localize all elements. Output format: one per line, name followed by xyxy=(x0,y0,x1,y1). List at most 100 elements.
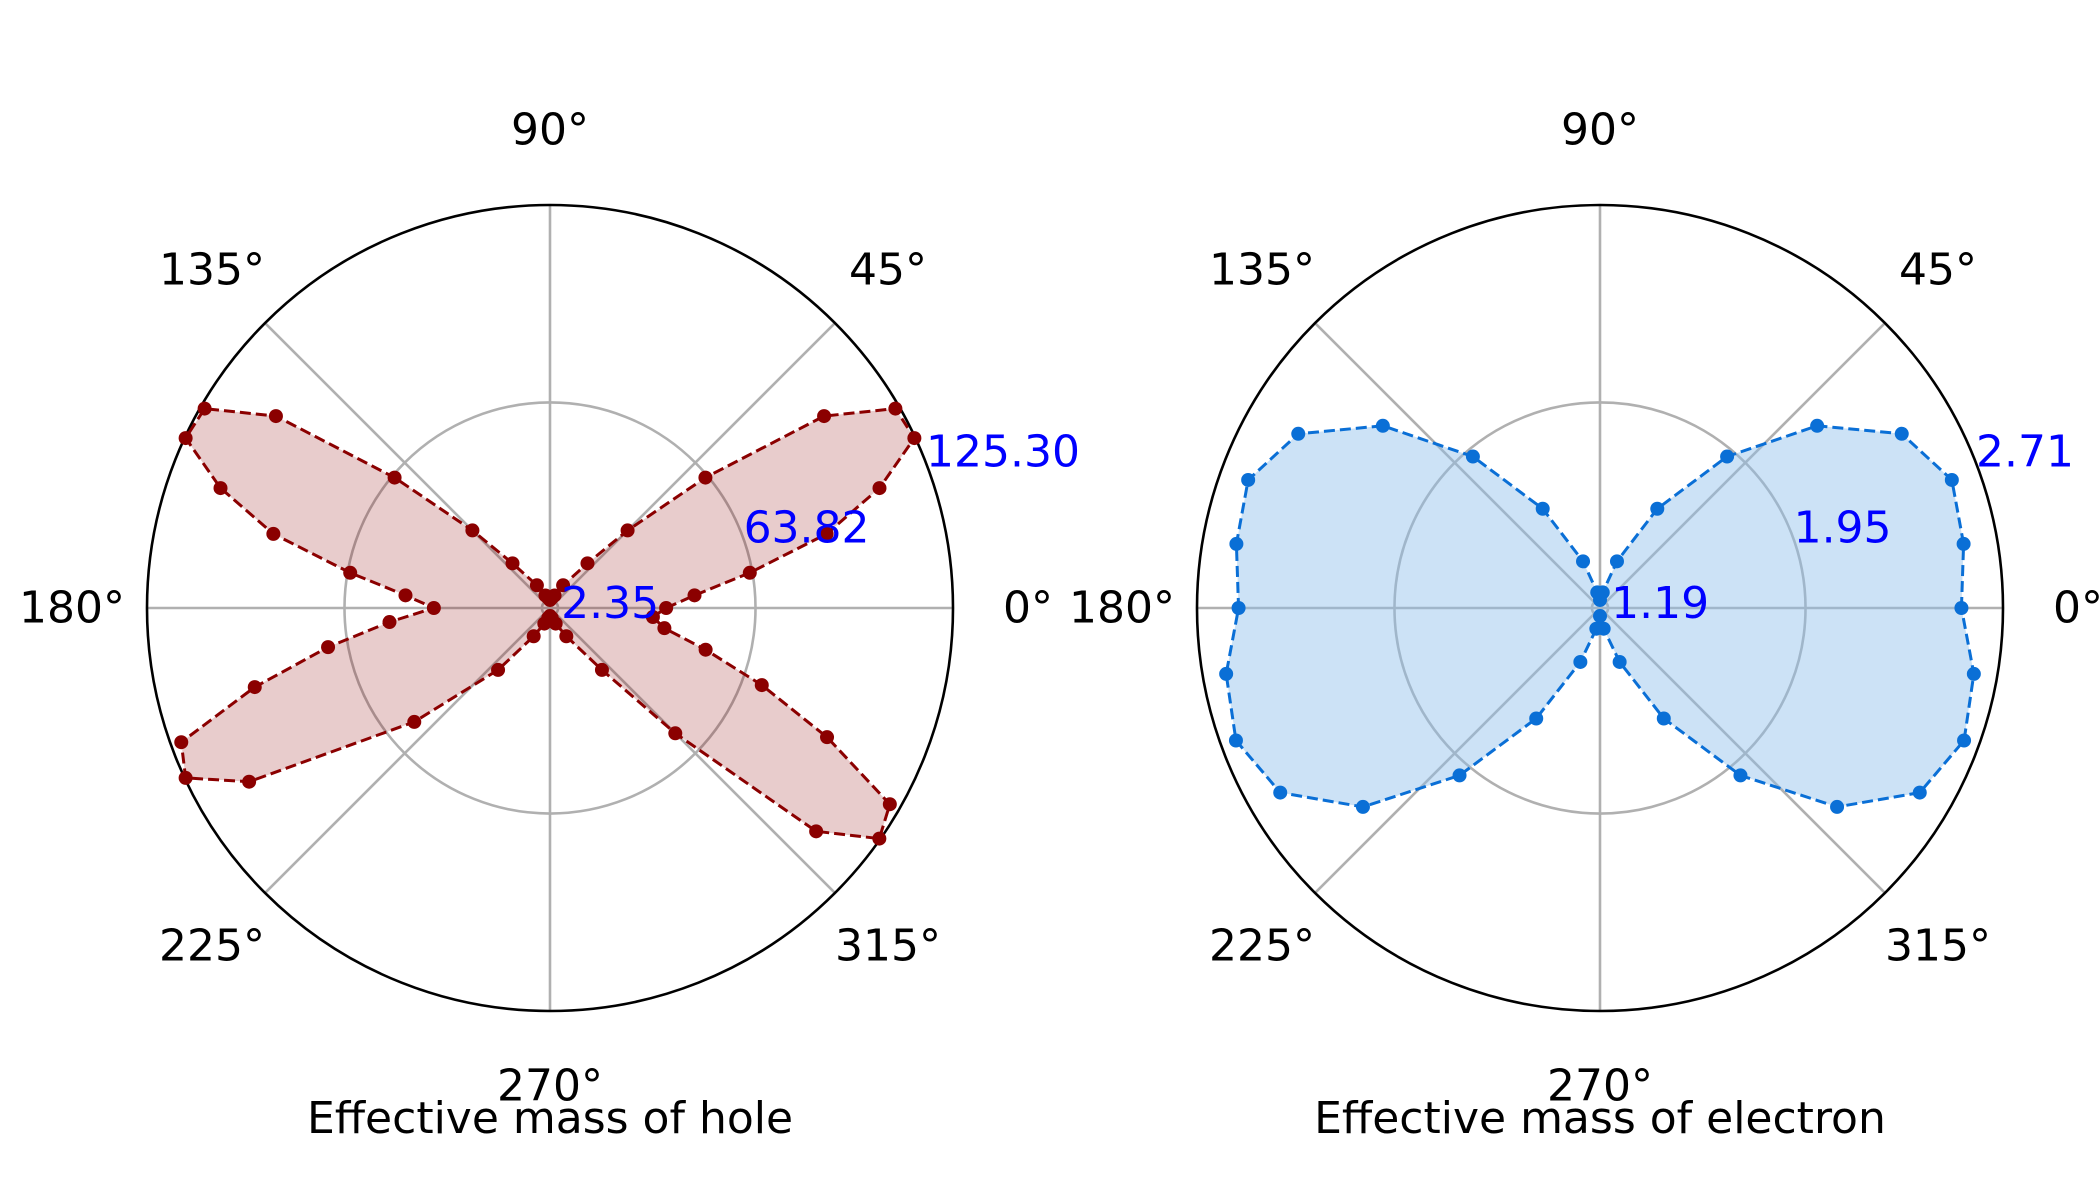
data-point xyxy=(1535,501,1550,516)
data-point xyxy=(266,526,281,541)
radial-tick-label: 2.35 xyxy=(561,578,659,629)
data-point xyxy=(1656,711,1671,726)
radial-tick-label: 63.82 xyxy=(744,502,870,553)
data-point xyxy=(465,523,480,538)
data-point xyxy=(407,714,422,729)
data-point xyxy=(529,578,544,593)
data-point xyxy=(1596,621,1611,636)
data-point xyxy=(698,642,713,657)
angle-tick-label: 270° xyxy=(497,1061,603,1112)
data-point xyxy=(398,588,413,603)
data-point xyxy=(321,640,336,655)
data-point xyxy=(1957,733,1972,748)
angle-tick-label: 90° xyxy=(511,105,589,156)
angle-gridline xyxy=(1314,322,1601,609)
data-point xyxy=(178,770,193,785)
radial-gridline xyxy=(1393,401,1807,815)
data-point xyxy=(197,401,212,416)
angle-tick-label: 0° xyxy=(2053,583,2100,634)
data-point xyxy=(1720,449,1735,464)
radial-tick-label: 2.71 xyxy=(1976,427,2074,478)
data-point xyxy=(819,526,834,541)
polar-frame xyxy=(1195,203,2005,1013)
data-point xyxy=(174,735,189,750)
angle-tick-label: 90° xyxy=(1561,105,1639,156)
data-point xyxy=(1355,799,1370,814)
data-point xyxy=(1590,585,1605,600)
data-point xyxy=(526,629,541,644)
data-point xyxy=(538,588,553,603)
data-point xyxy=(594,662,609,677)
data-point xyxy=(698,470,713,485)
angle-tick-label: 270° xyxy=(1547,1061,1653,1112)
data-point xyxy=(1231,601,1246,615)
data-point xyxy=(1273,785,1288,800)
data-point xyxy=(1830,799,1845,814)
data-point xyxy=(754,678,769,693)
data-point xyxy=(1291,426,1306,441)
data-point xyxy=(809,824,824,839)
data-point xyxy=(1529,711,1544,726)
angle-tick-label: 135° xyxy=(159,245,265,296)
data-point xyxy=(668,726,683,741)
data-point xyxy=(1810,418,1825,433)
data-point xyxy=(505,556,520,571)
data-point xyxy=(1452,768,1467,783)
radial-tick-label: 1.19 xyxy=(1611,578,1709,629)
data-point xyxy=(1966,666,1981,681)
data-point xyxy=(659,601,674,615)
data-point xyxy=(907,431,922,446)
data-point xyxy=(1912,785,1927,800)
data-point xyxy=(1375,418,1390,433)
data-point xyxy=(178,431,193,446)
data-point xyxy=(1241,472,1256,487)
data-point xyxy=(1593,609,1607,624)
data-point xyxy=(817,409,832,424)
hole-polar-chart: 0° 45° 90° 135° 180° 225° 270° 315° 2.35 63.82 125… xyxy=(19,105,1080,1145)
angle-tick-label: 225° xyxy=(1209,920,1315,971)
data-point xyxy=(580,556,595,571)
angle-tick-label: 180° xyxy=(1069,583,1175,634)
data-point xyxy=(268,409,283,424)
angle-gridline xyxy=(1599,322,1886,609)
x-axis-label: Effective mass of electron xyxy=(1314,1093,1886,1144)
angle-tick-label: 45° xyxy=(849,245,927,296)
radial-gridline xyxy=(343,401,757,815)
data-point xyxy=(382,615,397,630)
angle-tick-label: 180° xyxy=(19,583,125,634)
data-point xyxy=(820,730,835,745)
data-point xyxy=(1733,768,1748,783)
data-point xyxy=(548,616,563,631)
angle-gridline xyxy=(1599,607,1886,894)
data-point xyxy=(872,831,887,846)
data-point xyxy=(556,578,571,593)
data-point xyxy=(687,588,702,603)
data-point xyxy=(247,680,262,695)
radial-tick-label: 125.30 xyxy=(926,427,1080,478)
angle-tick-label: 0° xyxy=(1003,583,1053,634)
data-point xyxy=(882,797,897,812)
data-point xyxy=(559,629,574,644)
polar-frame xyxy=(145,203,955,1013)
data-point xyxy=(1573,654,1588,669)
data-point xyxy=(645,610,660,624)
angle-gridline xyxy=(264,322,551,609)
angle-gridline xyxy=(1314,607,1601,894)
data-point xyxy=(1229,536,1244,551)
data-point xyxy=(1650,501,1665,516)
data-point xyxy=(888,401,903,416)
data-point xyxy=(657,621,672,636)
series-fill xyxy=(181,408,915,839)
angle-gridline xyxy=(549,607,836,894)
data-point xyxy=(872,481,887,496)
data-point xyxy=(1954,601,1969,615)
data-point xyxy=(213,481,228,496)
data-point xyxy=(1612,654,1627,669)
angle-tick-label: 45° xyxy=(1899,245,1977,296)
angle-gridline xyxy=(549,322,836,609)
series-fill xyxy=(1226,425,1974,807)
data-point xyxy=(1944,472,1959,487)
electron-polar-chart: 0° 45° 90° 135° 180° 225° 270° 315° 1.19 1.95 2.71… xyxy=(1069,105,2100,1145)
data-point xyxy=(491,662,506,677)
